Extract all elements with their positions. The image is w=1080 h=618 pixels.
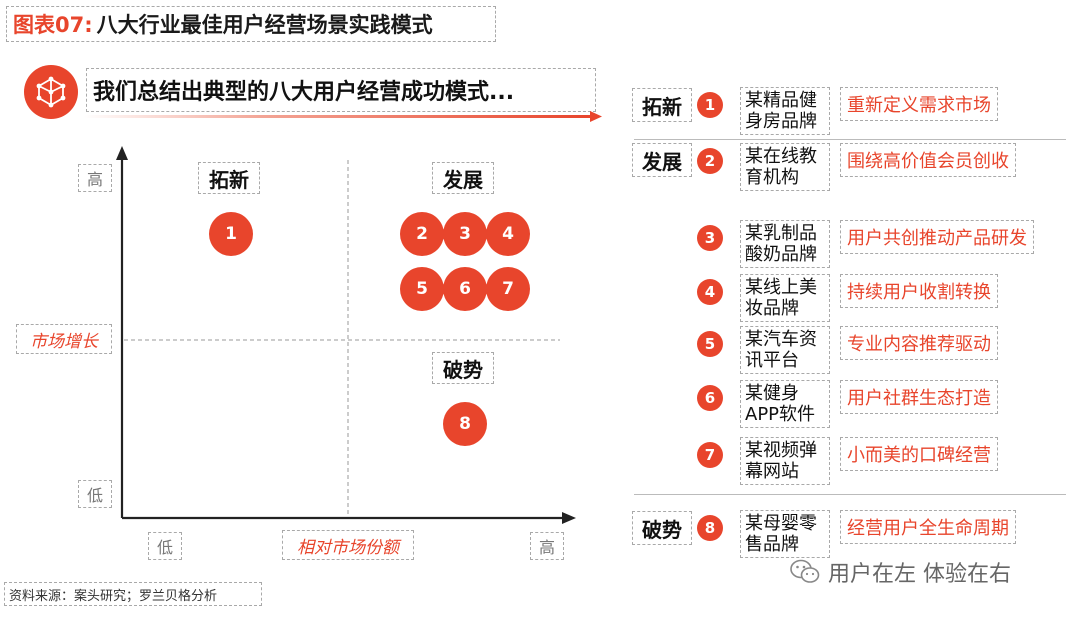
source-note: 资料来源：案头研究；罗兰贝格分析	[4, 582, 262, 606]
y-axis-low-label: 低	[78, 480, 112, 508]
headline: 我们总结出典型的八大用户经营成功模式...	[86, 68, 596, 112]
figure-title: 图表07: 八大行业最佳用户经营场景实践模式	[6, 6, 496, 42]
item-number-badge: 1	[697, 92, 723, 118]
category-separator	[634, 139, 1066, 140]
company-name: 某线上美妆品牌	[740, 274, 830, 322]
practice-mode: 经营用户全生命周期	[840, 510, 1016, 544]
practice-mode: 持续用户收割转换	[840, 274, 998, 308]
item-number-badge: 8	[697, 515, 723, 541]
category-label-poshi: 破势	[632, 511, 692, 545]
figure-number: 图表07:	[13, 13, 93, 37]
watermark-text: 用户在左 体验在右	[828, 562, 1011, 587]
category-label-fazhan: 发展	[632, 143, 692, 177]
x-axis-low-label: 低	[148, 532, 182, 560]
x-axis-title: 相对市场份额	[282, 530, 414, 560]
practice-mode: 用户共创推动产品研发	[840, 220, 1034, 254]
point-2: 2	[400, 212, 444, 256]
company-name: 某精品健身房品牌	[740, 87, 830, 135]
point-4: 4	[486, 212, 530, 256]
point-1: 1	[209, 212, 253, 256]
wechat-icon	[790, 559, 820, 583]
quadrant-label-top-right: 发展	[432, 162, 494, 194]
watermark: 用户在左 体验在右	[790, 555, 1011, 589]
item-number-badge: 5	[697, 331, 723, 357]
quadrant-label-top-left: 拓新	[198, 162, 260, 194]
chart-axes	[116, 146, 576, 524]
company-name: 某汽车资讯平台	[740, 326, 830, 374]
item-number-badge: 2	[697, 148, 723, 174]
item-number-badge: 7	[697, 442, 723, 468]
point-6: 6	[443, 267, 487, 311]
practice-mode: 围绕高价值会员创收	[840, 143, 1016, 177]
point-7: 7	[486, 267, 530, 311]
quadrant-label-bottom-right: 破势	[432, 352, 494, 384]
item-number-badge: 6	[697, 385, 723, 411]
company-name: 某健身APP软件	[740, 380, 830, 428]
practice-mode: 用户社群生态打造	[840, 380, 998, 414]
category-label-tuoxin: 拓新	[632, 88, 692, 122]
practice-mode: 小而美的口碑经营	[840, 437, 998, 471]
point-5: 5	[400, 267, 444, 311]
company-name: 某乳制品酸奶品牌	[740, 220, 830, 268]
practice-mode: 重新定义需求市场	[840, 87, 998, 121]
item-number-badge: 3	[697, 225, 723, 251]
point-3: 3	[443, 212, 487, 256]
y-axis-high-label: 高	[78, 164, 112, 192]
quadrant-chart: 高 低 市场增长 低 相对市场份额 高 拓新 发展 破势 1 2 3 4 5 6…	[0, 130, 610, 570]
headline-arrow	[84, 111, 602, 122]
practice-mode: 专业内容推荐驱动	[840, 326, 998, 360]
company-name: 某视频弹幕网站	[740, 437, 830, 485]
point-8: 8	[443, 402, 487, 446]
category-separator	[634, 494, 1066, 495]
figure-title-text: 八大行业最佳用户经营场景实践模式	[96, 13, 433, 37]
y-axis-title: 市场增长	[16, 324, 112, 354]
company-name: 某在线教育机构	[740, 143, 830, 191]
cube-network-icon	[24, 65, 78, 119]
company-name: 某母婴零售品牌	[740, 510, 830, 558]
x-axis-high-label: 高	[530, 532, 564, 560]
item-number-badge: 4	[697, 279, 723, 305]
